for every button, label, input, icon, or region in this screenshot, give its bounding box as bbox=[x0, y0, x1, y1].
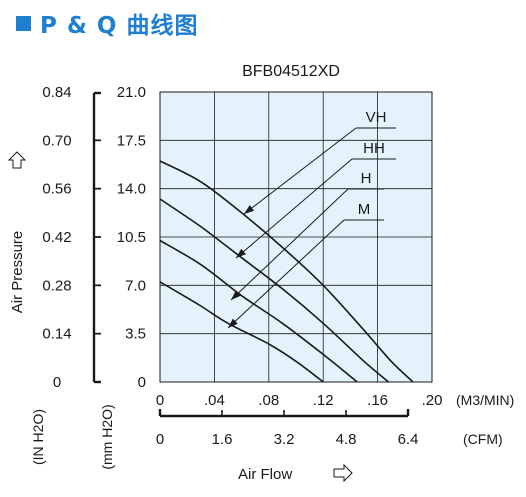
leader-line bbox=[243, 127, 357, 215]
y-tick-label: 0.42 bbox=[42, 229, 71, 246]
y-axis-label: Air Pressure bbox=[9, 231, 26, 314]
plot-area bbox=[159, 91, 433, 383]
y2-tick-label: 10.5 bbox=[117, 229, 146, 246]
x2-tick-label: 1.6 bbox=[212, 431, 233, 448]
x-axis-label: Air Flow bbox=[238, 466, 292, 483]
x2-tick-label: 0 bbox=[156, 431, 164, 448]
leader-arrowhead bbox=[231, 290, 241, 300]
x-tick-label: .16 bbox=[367, 392, 388, 409]
y-tick-label: 0.14 bbox=[42, 326, 71, 343]
page-header: P & Q 曲线图 bbox=[16, 6, 199, 40]
y-unit-label: (IN H2O) bbox=[30, 409, 46, 465]
y2-unit-text: (mm H2O) bbox=[99, 404, 115, 469]
curve-m bbox=[159, 281, 324, 383]
x2-tick-label: 6.4 bbox=[398, 431, 419, 448]
x-axes: 0 .04 .08 .12 .16 .20 0 1.6 3.2 4.8 6.4 bbox=[156, 392, 443, 448]
series-label-m: M bbox=[358, 201, 371, 218]
chart-title: BFB04512XD bbox=[242, 63, 340, 80]
y2-tick-label: 7.0 bbox=[125, 277, 146, 294]
series-label-h: H bbox=[361, 170, 372, 187]
leader-arrowhead bbox=[236, 248, 246, 258]
x-tick-label: 0 bbox=[156, 392, 164, 409]
y2-tick-label: 21.0 bbox=[117, 84, 146, 101]
x-tick-label: .04 bbox=[204, 392, 225, 409]
page-title: P & Q 曲线图 bbox=[40, 13, 199, 39]
leader-line bbox=[227, 219, 345, 329]
y2-unit-label: (mm H2O) bbox=[99, 404, 115, 469]
leader-line bbox=[230, 188, 349, 301]
x-tick-label: .08 bbox=[258, 392, 279, 409]
x-unit-label: (M3/MIN) bbox=[456, 392, 514, 408]
y-unit-text: (IN H2O) bbox=[30, 409, 46, 465]
y-tick-label: 0.56 bbox=[42, 181, 71, 198]
y2-tick-label: 14.0 bbox=[117, 181, 146, 198]
x2-unit-label: (CFM) bbox=[463, 431, 503, 447]
x-tick-label: .20 bbox=[422, 392, 443, 409]
y-tick-label: 0 bbox=[53, 374, 61, 391]
series-label-vh: VH bbox=[366, 109, 387, 126]
leader-arrowhead bbox=[228, 318, 238, 328]
y2-tick-label: 3.5 bbox=[125, 326, 146, 343]
blue-square-icon bbox=[16, 15, 31, 31]
leader-arrowhead bbox=[244, 205, 255, 214]
right-arrow-icon bbox=[333, 463, 353, 483]
x2-tick-label: 3.2 bbox=[274, 431, 295, 448]
y2-tick-label: 17.5 bbox=[117, 132, 146, 149]
series-label-hh: HH bbox=[363, 140, 385, 157]
curve-hh bbox=[159, 198, 390, 383]
y-tick-label: 0.28 bbox=[42, 277, 71, 294]
leader-line bbox=[235, 158, 353, 259]
y-axes: 0 0.14 0.28 0.42 0.56 0.70 0.84 0 3.5 7.0 10.5 14.0… bbox=[42, 84, 146, 391]
x-tick-label: .12 bbox=[313, 392, 334, 409]
y2-tick-label: 0 bbox=[138, 374, 146, 391]
y-tick-label: 0.84 bbox=[42, 84, 71, 101]
y-tick-label: 0.70 bbox=[42, 132, 71, 149]
curve-h bbox=[159, 239, 358, 383]
up-arrow-icon bbox=[7, 151, 27, 169]
curve-vh bbox=[159, 160, 414, 383]
x2-tick-label: 4.8 bbox=[336, 431, 357, 448]
